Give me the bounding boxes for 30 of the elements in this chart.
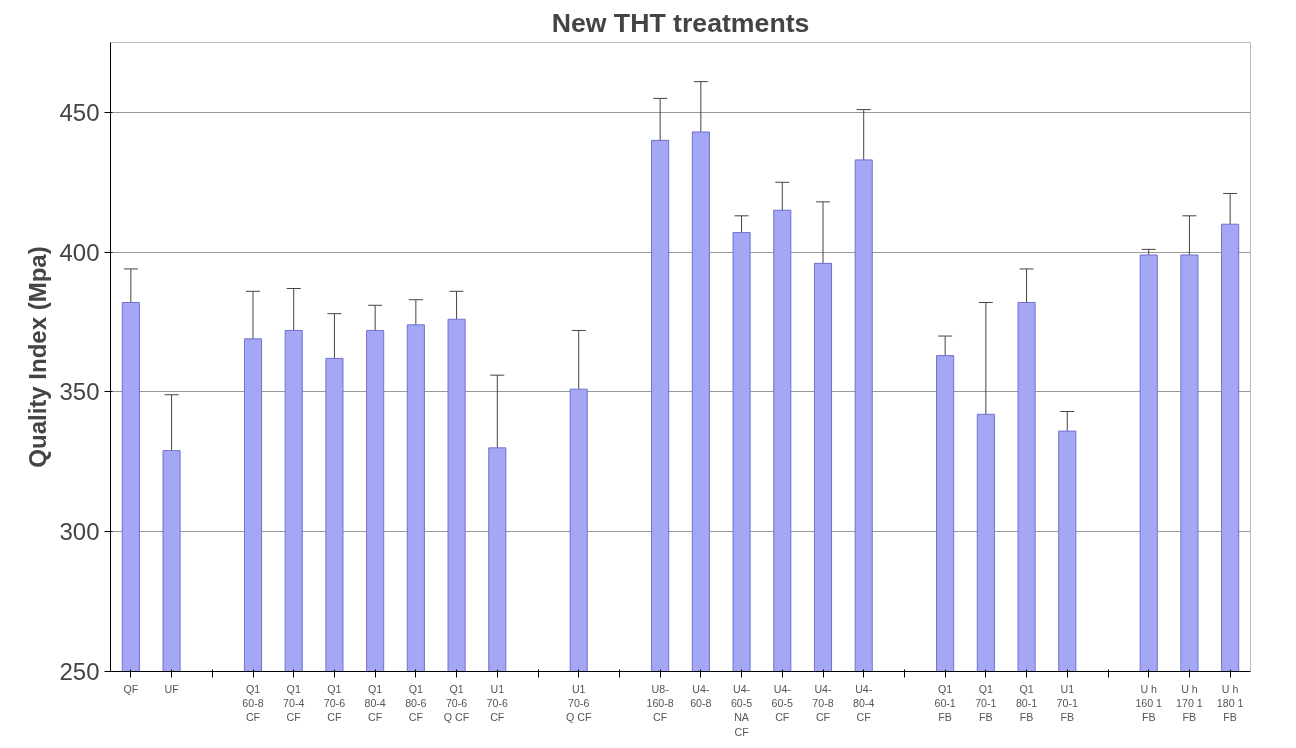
- x-tick-label: Q1 70-6 CF: [323, 682, 346, 724]
- x-tick-label: U1 70-6 Q CF: [565, 682, 592, 724]
- x-tick-label: U4- 60-8: [690, 682, 712, 709]
- x-tick-label: Q1 60-8 CF: [242, 682, 264, 724]
- y-tick-label: 350: [59, 378, 100, 406]
- x-tick-label: U4- 70-8 CF: [812, 682, 834, 724]
- y-axis-title: Quality Index (Mpa): [24, 246, 52, 468]
- y-tick-label: 400: [59, 238, 100, 266]
- x-tick-label: Q1 80-4 CF: [364, 682, 386, 724]
- x-tick-label: Q1 60-1 FB: [934, 682, 956, 724]
- x-tick-label: U h 160 1 FB: [1135, 682, 1163, 724]
- x-tick-label: U1 70-1 FB: [1056, 682, 1079, 724]
- x-tick-label: UF: [164, 682, 180, 695]
- x-tick-label: U h 170 1 FB: [1176, 682, 1203, 724]
- x-tick-label: U4- 60-5 NA CF: [730, 682, 753, 738]
- x-tick-label: Q1 70-6 Q CF: [443, 682, 470, 724]
- x-tick-label: U4- 80-4 CF: [853, 682, 875, 724]
- x-tick-label: Q1 70-4 CF: [283, 682, 305, 724]
- y-tick-label: 250: [59, 658, 100, 685]
- x-tick-label: U8- 160-8 CF: [646, 682, 674, 724]
- x-tick-label: U h 180 1 FB: [1216, 682, 1244, 724]
- x-tick-label: U1 70-6 CF: [486, 682, 509, 724]
- x-tick-label: Q1 80-1 FB: [1015, 682, 1038, 724]
- y-tick-label: 300: [59, 518, 100, 546]
- x-tick-label: Q1 80-6 CF: [405, 682, 427, 724]
- x-tick-label: Q1 70-1 FB: [975, 682, 997, 724]
- x-tick-label: QF: [123, 682, 139, 695]
- chart-title: New THT treatments: [551, 7, 810, 38]
- x-tick-label: U4- 60-5 CF: [771, 682, 794, 724]
- y-tick-label: 450: [59, 98, 100, 126]
